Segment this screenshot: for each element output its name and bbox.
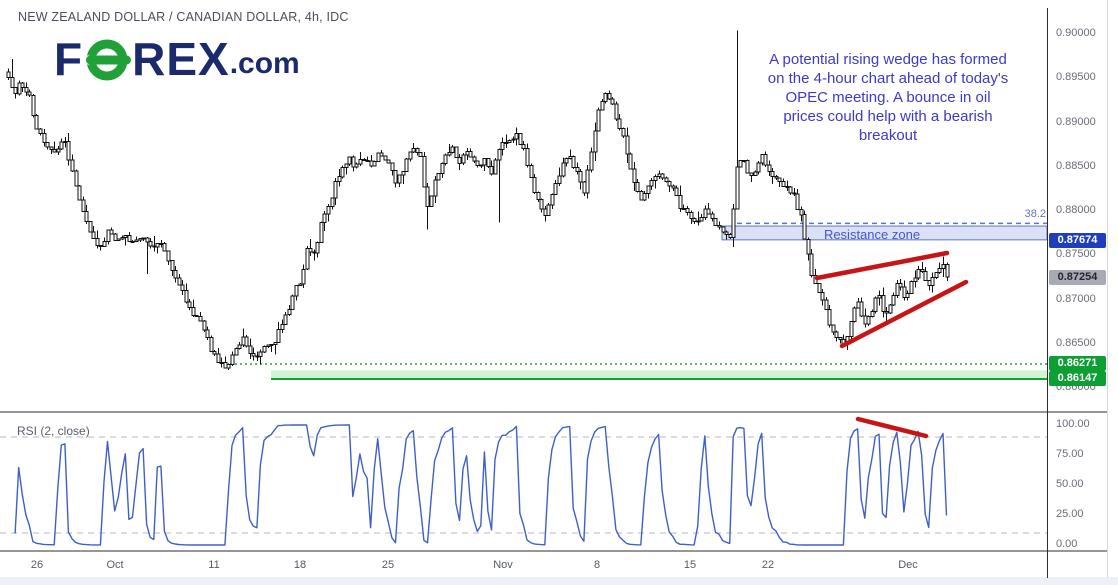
date-label: 11 xyxy=(208,559,220,571)
note-line: on the 4-hour chart ahead of today's xyxy=(767,70,1009,87)
price-tick-label: 0.87000 xyxy=(1056,292,1096,305)
rsi-tick-label: 100.00 xyxy=(1056,418,1090,430)
price-tick-label: 0.88000 xyxy=(1056,204,1096,216)
price-badge: 0.87254 xyxy=(1049,269,1106,285)
date-label: 15 xyxy=(683,559,697,571)
note-line: OPEC meeting. A bounce in oil xyxy=(785,89,991,106)
price-tick-label: 0.89500 xyxy=(1056,71,1096,84)
price-badge: 0.86271 xyxy=(1049,355,1106,371)
price-scale[interactable] xyxy=(1048,0,1108,578)
rsi-tick-label: 0.00 xyxy=(1056,538,1078,550)
rsi-tick-label: 50.00 xyxy=(1056,478,1084,490)
fib-382-label: 38.2 xyxy=(1024,208,1046,220)
rsi-tick-label: 75.00 xyxy=(1056,448,1084,460)
price-tick-label: 0.87500 xyxy=(1056,248,1096,261)
date-label: 25 xyxy=(381,559,395,571)
date-label: 8 xyxy=(593,559,601,571)
date-label: Dec xyxy=(898,559,918,571)
logo-text-rex: REX xyxy=(132,33,230,85)
rsi-trendline[interactable] xyxy=(855,416,929,439)
wedge-trendline[interactable] xyxy=(839,279,969,349)
date-label: 18 xyxy=(293,559,307,571)
date-label: Oct xyxy=(106,559,124,571)
note-line: prices could help with a bearish xyxy=(783,108,993,125)
bottom-strip xyxy=(0,577,1118,585)
annotation-note[interactable]: A potential rising wedge has formed on t… xyxy=(738,50,1038,145)
date-label: 26 xyxy=(30,559,44,571)
price-tick-label: 0.90000 xyxy=(1056,27,1096,39)
price-badge: 0.86147 xyxy=(1049,370,1106,386)
price-tick-label: 0.86500 xyxy=(1056,336,1096,349)
support-zone xyxy=(271,370,1047,379)
candles-series xyxy=(6,30,950,370)
rsi-indicator-title[interactable]: RSI (2, close) xyxy=(17,424,90,438)
date-label: Nov xyxy=(493,559,513,571)
price-badge: 0.87674 xyxy=(1049,232,1106,248)
forex-o-icon xyxy=(85,39,132,81)
rsi-line xyxy=(14,424,948,546)
rsi-tick-label: 25.00 xyxy=(1056,508,1084,520)
wedge-trendline[interactable] xyxy=(814,250,950,281)
symbol-title: NEW ZEALAND DOLLAR / CANADIAN DOLLAR, 4h… xyxy=(18,10,349,24)
date-label: 22 xyxy=(761,559,775,571)
resistance-zone-label[interactable]: Resistance zone xyxy=(823,227,921,242)
logo-text-com: .com xyxy=(229,47,300,80)
price-tick-label: 0.89000 xyxy=(1056,115,1096,128)
price-tick-label: 0.88500 xyxy=(1056,159,1096,172)
logo-text-f: F xyxy=(54,33,84,85)
forex-logo: F REX .com xyxy=(54,36,300,82)
note-line: A potential rising wedge has formed xyxy=(769,51,1007,68)
note-line: breakout xyxy=(858,127,918,144)
